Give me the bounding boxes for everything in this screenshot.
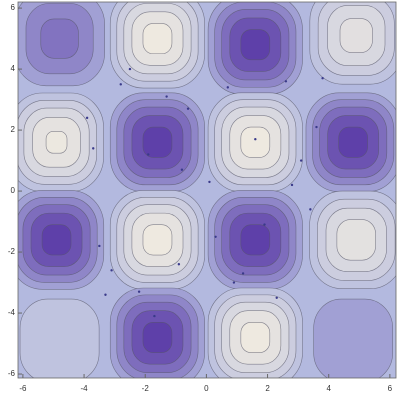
y-tick-label: -2 (8, 247, 16, 256)
y-tick-label: 6 (11, 3, 16, 12)
contour-band (142, 23, 173, 55)
y-tick-label: -4 (8, 308, 16, 317)
y-tick-label: 2 (11, 125, 16, 134)
x-tick-label: 0 (204, 384, 209, 393)
x-tick-label: 6 (388, 384, 393, 393)
x-tick-label: 2 (265, 384, 270, 393)
plot-area (18, 2, 396, 378)
data-point (254, 138, 257, 141)
contour-band (41, 224, 72, 256)
data-point (232, 281, 236, 284)
plot-frame (17, 1, 397, 379)
data-point (110, 269, 113, 272)
x-tick-label: -4 (80, 384, 88, 393)
data-point (226, 86, 229, 89)
data-point (186, 107, 190, 110)
contour-band (336, 219, 376, 261)
x-tick-label: -2 (142, 384, 150, 393)
contour-band (40, 18, 79, 59)
data-point (92, 147, 95, 150)
data-point (241, 272, 245, 275)
contour-band (338, 126, 368, 158)
contour-band (240, 224, 271, 256)
contour-band (19, 298, 100, 378)
data-point (128, 67, 132, 71)
contour-band (142, 321, 173, 353)
data-point (98, 244, 101, 248)
data-point (153, 314, 156, 318)
x-tick-label: -6 (19, 384, 27, 393)
y-tick-label: -6 (8, 369, 16, 378)
contour-band (142, 126, 173, 158)
contour-band (313, 298, 394, 378)
y-tick-label: 0 (11, 186, 16, 195)
data-point (309, 208, 312, 211)
contour-band (240, 321, 271, 353)
data-point (214, 235, 217, 239)
contour-band (142, 224, 173, 256)
data-point (180, 168, 184, 171)
data-point (85, 116, 89, 120)
contour-band (45, 131, 68, 154)
data-point (147, 153, 150, 156)
data-point (137, 290, 141, 293)
data-point (104, 293, 107, 296)
data-point (119, 83, 122, 86)
data-point (165, 95, 168, 98)
data-point (263, 223, 266, 226)
contour-band (240, 29, 271, 61)
y-tick-label: 4 (11, 64, 16, 73)
data-point (275, 296, 278, 299)
data-point (177, 263, 181, 266)
data-point (315, 125, 318, 129)
contour-band (240, 126, 271, 158)
contour-band (339, 18, 373, 53)
data-point (208, 180, 211, 184)
data-point (321, 77, 324, 80)
x-tick-label: 4 (326, 384, 331, 393)
data-point (284, 80, 288, 83)
data-point (290, 183, 294, 187)
data-point (299, 159, 303, 162)
